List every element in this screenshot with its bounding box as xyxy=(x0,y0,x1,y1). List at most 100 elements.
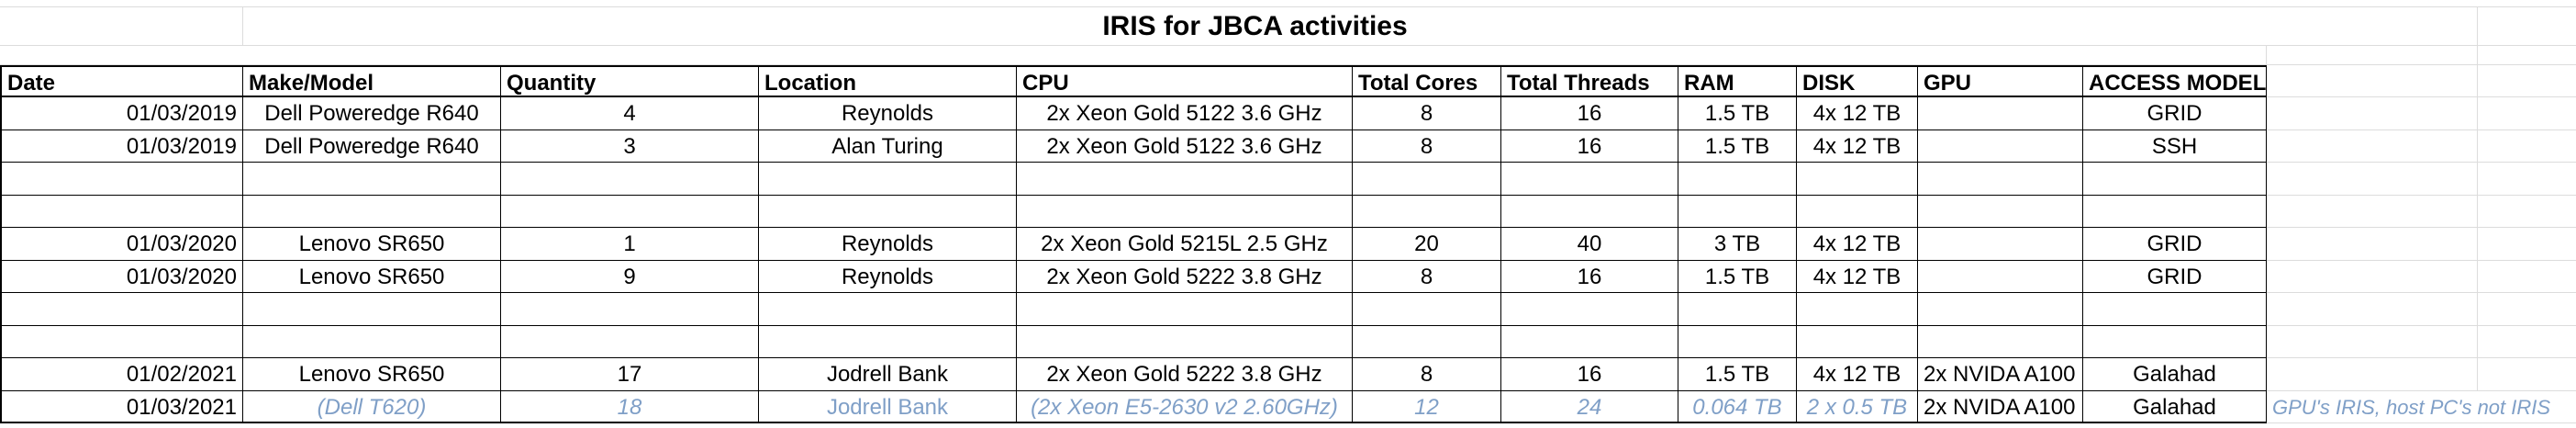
cell-quantity[interactable]: 3 xyxy=(501,130,759,163)
cell-blank[interactable] xyxy=(0,325,243,358)
header-total-threads[interactable]: Total Threads xyxy=(1501,65,1678,97)
cell-blank[interactable] xyxy=(501,163,759,196)
cell-location[interactable]: Alan Turing xyxy=(759,130,1017,163)
cell-total-threads[interactable]: 16 xyxy=(1501,260,1678,293)
cell-ram[interactable]: 1.5 TB xyxy=(1678,358,1797,391)
cell-gpu[interactable] xyxy=(1918,97,2083,130)
cell-blank[interactable] xyxy=(759,195,1017,228)
cell-empty[interactable] xyxy=(2267,293,2478,326)
cell-quantity[interactable]: 9 xyxy=(501,260,759,293)
cell-blank[interactable] xyxy=(1353,293,1501,326)
header-cpu[interactable]: CPU xyxy=(1017,65,1353,97)
cell-cpu[interactable]: 2x Xeon Gold 5122 3.6 GHz xyxy=(1017,130,1353,163)
cell-disk[interactable]: 4x 12 TB xyxy=(1797,358,1918,391)
cell-total-cores[interactable]: 20 xyxy=(1353,228,1501,261)
cell-date[interactable]: 01/02/2021 xyxy=(0,358,243,391)
cell-empty[interactable] xyxy=(2478,65,2576,97)
cell-empty[interactable] xyxy=(0,7,243,46)
cell-empty[interactable] xyxy=(2478,130,2576,163)
cell-blank[interactable] xyxy=(1678,293,1797,326)
cell-empty[interactable] xyxy=(2478,163,2576,196)
cell-blank[interactable] xyxy=(1017,163,1353,196)
cell-blank[interactable] xyxy=(1918,293,2083,326)
cell-make-model[interactable]: Lenovo SR650 xyxy=(243,260,501,293)
cell-quantity[interactable]: 1 xyxy=(501,228,759,261)
cell-total-cores[interactable]: 8 xyxy=(1353,358,1501,391)
cell-make-model[interactable]: (Dell T620) xyxy=(243,390,501,423)
cell-ram[interactable]: 1.5 TB xyxy=(1678,260,1797,293)
cell-date[interactable]: 01/03/2021 xyxy=(0,390,243,423)
cell-blank[interactable] xyxy=(1918,163,2083,196)
cell-blank[interactable] xyxy=(1353,163,1501,196)
cell-blank[interactable] xyxy=(1918,325,2083,358)
cell-blank[interactable] xyxy=(1797,163,1918,196)
cell-gpu[interactable] xyxy=(1918,130,2083,163)
cell-empty[interactable] xyxy=(2267,46,2478,65)
cell-blank[interactable] xyxy=(1501,195,1678,228)
cell-empty[interactable] xyxy=(2478,358,2576,391)
cell-date[interactable]: 01/03/2019 xyxy=(0,97,243,130)
cell-cpu[interactable]: 2x Xeon Gold 5215L 2.5 GHz xyxy=(1017,228,1353,261)
cell-blank[interactable] xyxy=(0,293,243,326)
cell-disk[interactable]: 2 x 0.5 TB xyxy=(1797,390,1918,423)
cell-blank[interactable] xyxy=(2083,325,2267,358)
cell-blank[interactable] xyxy=(1678,195,1797,228)
cell-total-threads[interactable]: 40 xyxy=(1501,228,1678,261)
cell-empty[interactable] xyxy=(2478,196,2576,228)
cell-empty[interactable] xyxy=(2267,65,2478,97)
cell-ram[interactable]: 1.5 TB xyxy=(1678,130,1797,163)
cell-total-threads[interactable]: 16 xyxy=(1501,358,1678,391)
cell-access-model[interactable]: Galahad xyxy=(2083,358,2267,391)
cell-blank[interactable] xyxy=(1353,195,1501,228)
cell-access-model[interactable]: GRID xyxy=(2083,97,2267,130)
cell-empty[interactable] xyxy=(2267,97,2478,130)
cell-cpu[interactable]: 2x Xeon Gold 5122 3.6 GHz xyxy=(1017,97,1353,130)
cell-empty[interactable] xyxy=(2267,195,2478,228)
cell-blank[interactable] xyxy=(243,195,501,228)
cell-access-model[interactable]: Galahad xyxy=(2083,390,2267,423)
header-ram[interactable]: RAM xyxy=(1678,65,1797,97)
cell-blank[interactable] xyxy=(501,325,759,358)
cell-blank[interactable] xyxy=(1501,293,1678,326)
cell-ram[interactable]: 3 TB xyxy=(1678,228,1797,261)
cell-make-model[interactable]: Lenovo SR650 xyxy=(243,228,501,261)
cell-blank[interactable] xyxy=(1501,325,1678,358)
cell-blank[interactable] xyxy=(243,293,501,326)
cell-blank[interactable] xyxy=(1797,195,1918,228)
cell-empty[interactable] xyxy=(2267,7,2478,46)
cell-blank[interactable] xyxy=(501,195,759,228)
cell-disk[interactable]: 4x 12 TB xyxy=(1797,260,1918,293)
cell-empty[interactable] xyxy=(2478,97,2576,130)
cell-gpu[interactable]: 2x NVIDA A100 xyxy=(1918,390,2083,423)
cell-ram[interactable]: 0.064 TB xyxy=(1678,390,1797,423)
sheet-title[interactable]: IRIS for JBCA activities xyxy=(243,7,2267,46)
cell-disk[interactable]: 4x 12 TB xyxy=(1797,97,1918,130)
cell-blank[interactable] xyxy=(759,293,1017,326)
spacer-row[interactable] xyxy=(0,46,2267,65)
cell-gpu[interactable] xyxy=(1918,260,2083,293)
header-gpu[interactable]: GPU xyxy=(1918,65,2083,97)
cell-empty[interactable] xyxy=(2267,358,2478,391)
cell-empty[interactable] xyxy=(2478,261,2576,293)
cell-blank[interactable] xyxy=(2083,195,2267,228)
cell-blank[interactable] xyxy=(2083,163,2267,196)
cell-empty[interactable] xyxy=(2267,260,2478,293)
cell-blank[interactable] xyxy=(1353,325,1501,358)
cell-gpu[interactable]: 2x NVIDA A100 xyxy=(1918,358,2083,391)
cell-location[interactable]: Jodrell Bank xyxy=(759,390,1017,423)
cell-empty[interactable] xyxy=(2478,7,2576,46)
cell-empty[interactable] xyxy=(2478,326,2576,358)
cell-total-cores[interactable]: 8 xyxy=(1353,260,1501,293)
cell-blank[interactable] xyxy=(1678,325,1797,358)
cell-ram[interactable]: 1.5 TB xyxy=(1678,97,1797,130)
cell-blank[interactable] xyxy=(1501,163,1678,196)
cell-blank[interactable] xyxy=(1678,163,1797,196)
cell-disk[interactable]: 4x 12 TB xyxy=(1797,130,1918,163)
cell-empty[interactable] xyxy=(2267,325,2478,358)
cell-blank[interactable] xyxy=(243,163,501,196)
cell-blank[interactable] xyxy=(2083,293,2267,326)
cell-quantity[interactable]: 17 xyxy=(501,358,759,391)
header-date[interactable]: Date xyxy=(0,65,243,97)
cell-cpu[interactable]: 2x Xeon Gold 5222 3.8 GHz xyxy=(1017,358,1353,391)
cell-access-model[interactable]: GRID xyxy=(2083,260,2267,293)
